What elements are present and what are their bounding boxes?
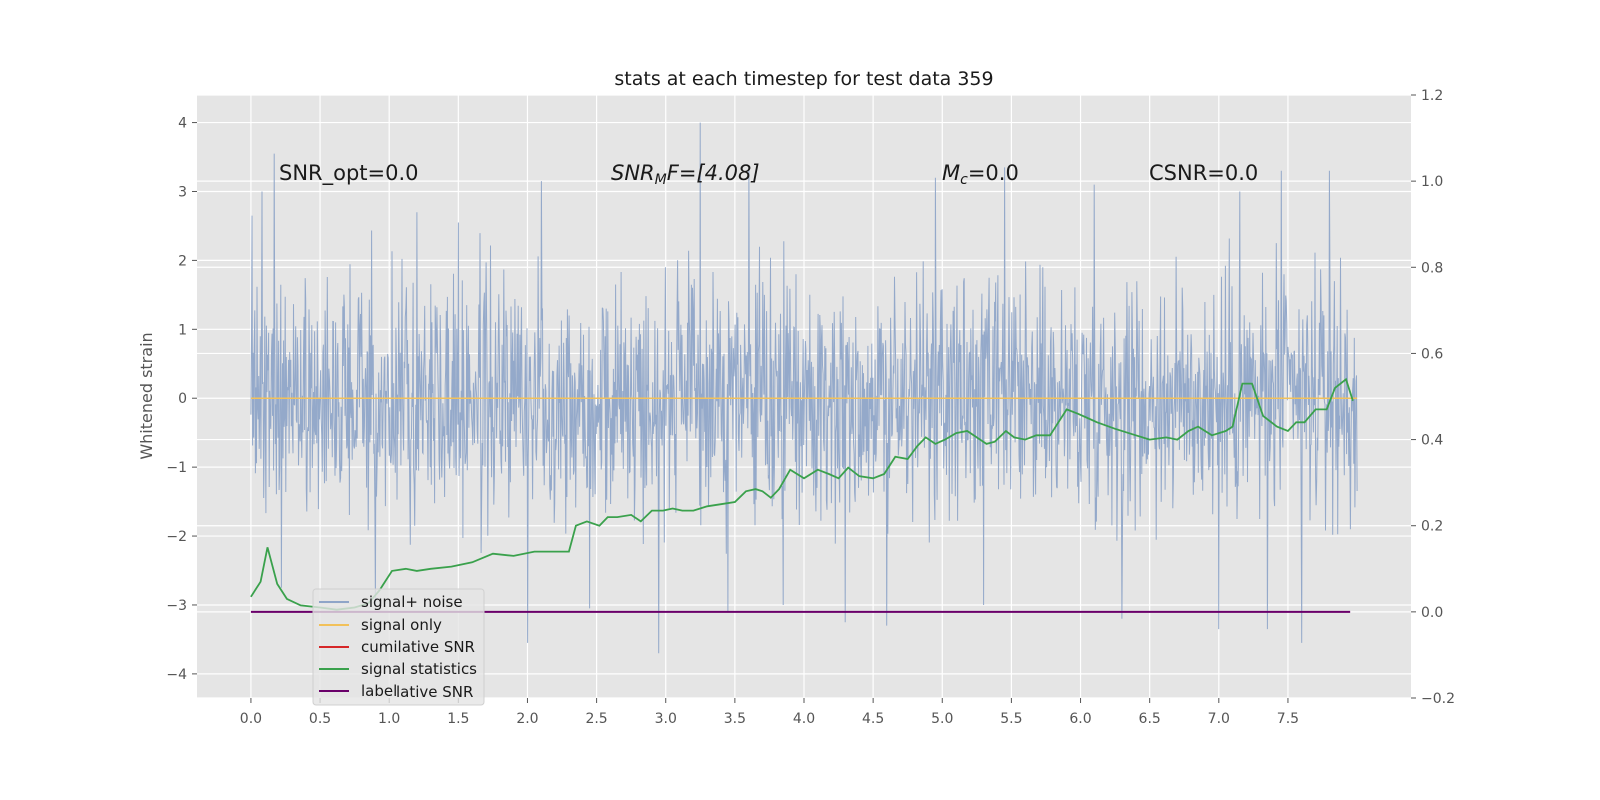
legend-label-signal-noise: signal+ noise	[361, 593, 463, 611]
x-tick-label: 0.5	[309, 711, 331, 727]
x-tick-label: 3.5	[724, 711, 746, 727]
legend-label-signal-statistics: signal statistics	[361, 660, 477, 678]
x-tick-label: 2.5	[585, 711, 607, 727]
y-tick-label: −1	[166, 460, 187, 476]
annotation-mc: Mc=0.0	[942, 161, 1019, 188]
legend-label-cumulative-snr: cumilative SNR	[361, 638, 475, 656]
x-tick-label: 1.5	[447, 711, 469, 727]
y-tick-label: 4	[178, 116, 187, 132]
annotation-csnr: CSNR=0.0	[1149, 161, 1258, 185]
legend-label-label: label	[361, 682, 397, 700]
y2-tick-label: 0.6	[1421, 346, 1443, 362]
x-tick-label: 5.0	[931, 711, 953, 727]
y-tick-label: 3	[178, 184, 187, 200]
y2-tick-label: 0.0	[1421, 605, 1443, 621]
annotation-snr-opt: SNR_opt=0.0	[279, 161, 419, 186]
legend-ghost-text: lative SNR	[396, 683, 473, 701]
x-tick-label: 7.5	[1277, 711, 1299, 727]
y-tick-label: −3	[166, 598, 187, 614]
series-signal-noise	[250, 122, 1358, 654]
x-tick-label: 1.0	[378, 711, 400, 727]
x-tick-label: 7.0	[1208, 711, 1230, 727]
y2-tick-label: 0.8	[1421, 260, 1443, 276]
x-tick-label: 4.5	[862, 711, 884, 727]
x-tick-label: 2.0	[516, 711, 538, 727]
y2-tick-label: 0.4	[1421, 433, 1443, 449]
chart-title: stats at each timestep for test data 359	[614, 68, 993, 90]
x-tick-label: 6.0	[1069, 711, 1091, 727]
y2-tick-label: −0.2	[1421, 691, 1455, 707]
x-tick-label: 0.0	[240, 711, 262, 727]
y-tick-label: −2	[166, 529, 187, 545]
x-tick-label: 6.5	[1139, 711, 1161, 727]
annotation-snr-mf: SNRMF=[4.08]	[611, 161, 760, 188]
legend: lative SNR signal+ noise signal only cum…	[312, 588, 485, 706]
legend-box	[312, 588, 485, 706]
y-tick-label: 1	[178, 322, 187, 338]
y2-tick-label: 0.2	[1421, 519, 1443, 535]
series-signal-statistics	[250, 377, 1354, 611]
x-tick-label: 4.0	[793, 711, 815, 727]
y-tick-label: −4	[166, 667, 187, 683]
y2-tick-label: 1.2	[1421, 88, 1443, 104]
x-tick-label: 3.0	[655, 711, 677, 727]
legend-label-signal-only: signal only	[361, 616, 442, 634]
y-tick-label: 2	[178, 253, 187, 269]
y-tick-label: 0	[178, 391, 187, 407]
x-tick-label: 5.5	[1000, 711, 1022, 727]
ticks: 0.0 0.5 1.0 1.5 2.0 2.5 3.0 3.5 4.0 4.5 5.0 5.5 6.0 6…	[166, 88, 1455, 727]
y2-tick-label: 1.0	[1421, 174, 1443, 190]
y-axis-label: Whitened strain	[137, 332, 156, 459]
